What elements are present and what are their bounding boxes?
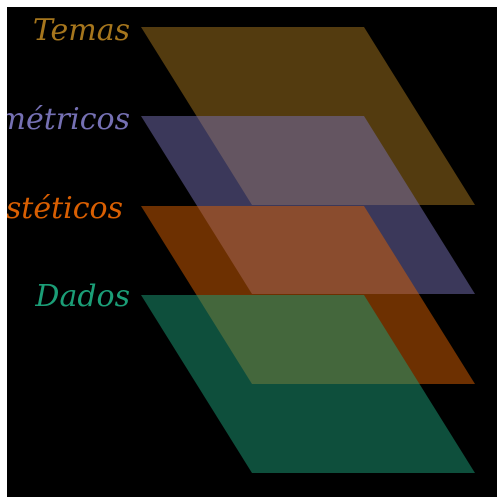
layer-label-esteticos: Estéticos — [0, 191, 123, 226]
layer-label-temas: Temas — [33, 13, 130, 48]
labels-group: Temas Geométricos Estéticos Dados — [0, 13, 130, 314]
frame-top-margin — [0, 0, 504, 7]
frame-left-margin — [0, 0, 7, 504]
frame-bottom-margin — [0, 497, 504, 504]
frame-right-margin — [497, 0, 504, 504]
layer-plane-dados — [141, 295, 475, 473]
layer-label-dados: Dados — [34, 279, 130, 314]
layer-label-geometricos: Geométricos — [0, 102, 130, 137]
layers-group — [141, 27, 475, 473]
